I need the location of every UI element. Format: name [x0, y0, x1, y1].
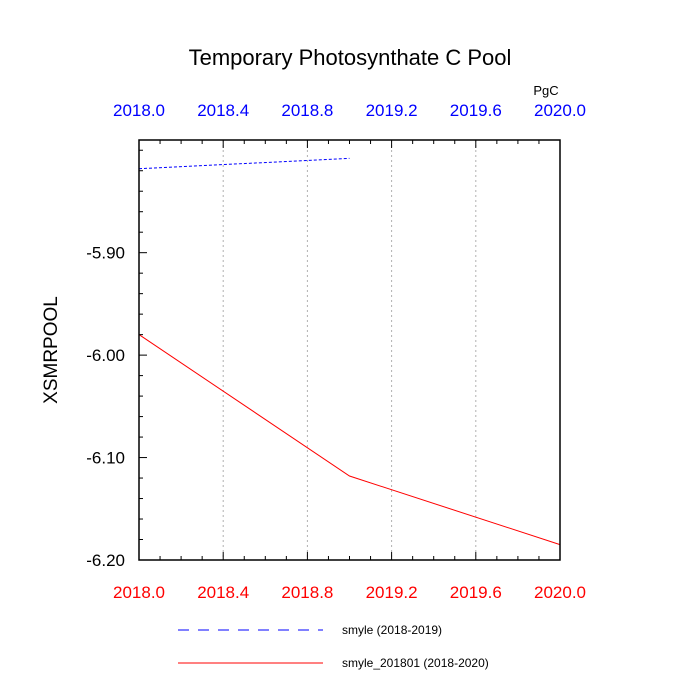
grid	[222, 140, 477, 560]
y-axis-label: XSMRPOOL	[41, 296, 62, 404]
x-tick-label-bottom: 2019.2	[366, 583, 418, 602]
legend: smyle (2018-2019) smyle_201801 (2018-2020…	[178, 623, 489, 670]
plot-frame	[138, 139, 561, 561]
legend-label: smyle (2018-2019)	[342, 623, 442, 637]
y-tick-label: -6.00	[86, 346, 125, 365]
x-tick-label-top: 2018.4	[197, 101, 249, 120]
x-tick-label-bottom: 2018.0	[113, 583, 165, 602]
y-tick-label: -6.20	[86, 551, 125, 570]
y-tick-label: -6.10	[86, 449, 125, 468]
series-line-2	[138, 334, 561, 546]
x-tick-label-top: 2019.6	[450, 101, 502, 120]
axes: 2018.0 2018.0 2018.4 2018.4 2018.8 2018.8 2019…	[86, 101, 586, 602]
x-tick-label-bottom: 2020.0	[534, 583, 586, 602]
x-tick-label-bottom: 2019.6	[450, 583, 502, 602]
x-tick-label-top: 2020.0	[534, 101, 586, 120]
x-tick-label-bottom: 2018.8	[281, 583, 333, 602]
legend-label: smyle_201801 (2018-2020)	[342, 656, 489, 670]
x-tick-label-bottom: 2018.4	[197, 583, 249, 602]
y-tick-label: -5.90	[86, 244, 125, 263]
x-tick-label-top: 2019.2	[366, 101, 418, 120]
x-tick-label-top: 2018.0	[113, 101, 165, 120]
series-line-1	[138, 157, 350, 170]
chart-title: Temporary Photosynthate C Pool	[189, 45, 512, 70]
units-label: PgC	[533, 83, 558, 98]
x-tick-label-top: 2018.8	[281, 101, 333, 120]
series-layer	[138, 157, 561, 546]
